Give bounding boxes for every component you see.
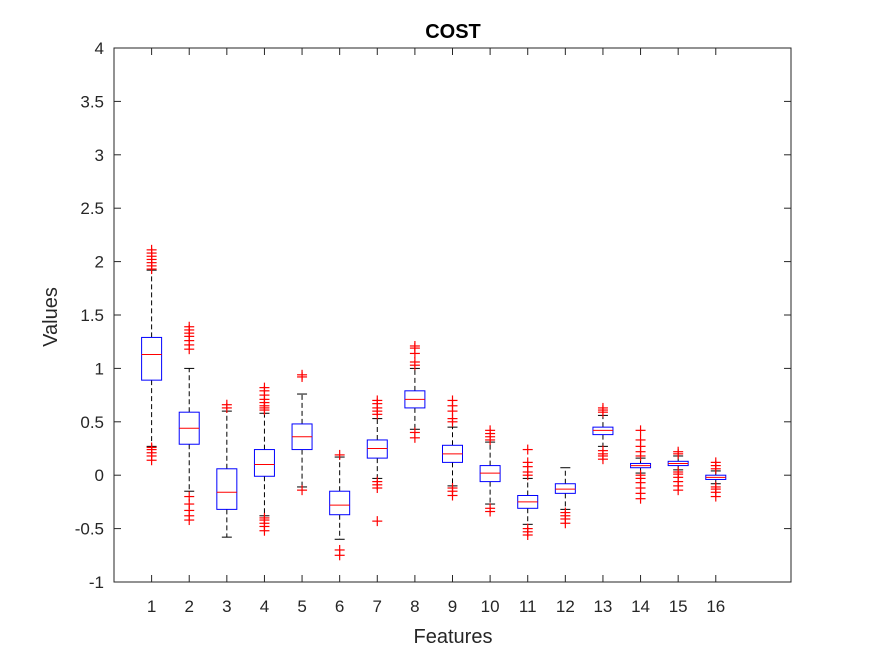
y-tick-label: 0 — [95, 466, 104, 485]
x-tick-label: 16 — [706, 597, 725, 616]
outlier-marker — [184, 321, 195, 332]
box-iqr — [216, 468, 238, 510]
outlier-marker — [221, 399, 232, 410]
outlier-marker — [447, 395, 458, 406]
outlier-marker — [334, 449, 345, 460]
box-5: 5 — [291, 48, 313, 616]
box-3: 3 — [216, 48, 238, 616]
outlier-marker — [597, 402, 608, 413]
x-tick-label: 4 — [260, 597, 269, 616]
outlier-marker — [635, 425, 646, 436]
outlier-marker — [297, 485, 308, 496]
box-9: 9 — [442, 48, 463, 616]
outlier-marker — [409, 356, 420, 367]
axes-frame — [113, 47, 792, 583]
chart-title: COST — [425, 21, 481, 43]
outlier-marker — [447, 483, 458, 494]
y-axis-title: Values — [40, 287, 62, 347]
box-13: 13 — [592, 48, 614, 616]
outlier-marker — [560, 507, 571, 518]
y-tick-label: -0.5 — [75, 520, 104, 539]
y-tick-label: 1.5 — [80, 306, 104, 325]
box-2: 2 — [178, 48, 200, 616]
outlier-marker — [334, 544, 345, 555]
x-tick-label: 2 — [184, 597, 193, 616]
outlier-marker — [184, 491, 195, 502]
box-6: 6 — [329, 48, 351, 616]
x-tick-label: 9 — [448, 597, 457, 616]
x-tick-label: 15 — [669, 597, 688, 616]
y-tick-label: 3 — [95, 146, 104, 165]
box-4: 4 — [253, 48, 275, 616]
box-iqr — [554, 483, 576, 494]
x-tick-label: 1 — [147, 597, 156, 616]
outlier-marker — [372, 476, 383, 487]
outlier-marker — [673, 446, 684, 457]
outlier-marker — [372, 516, 383, 527]
outlier-marker — [522, 457, 533, 468]
outlier-marker — [673, 466, 684, 477]
x-tick-label: 12 — [556, 597, 575, 616]
box-iqr — [479, 465, 501, 483]
outlier-marker — [146, 442, 157, 453]
y-tick-label: 3.5 — [80, 92, 104, 111]
box-16: 16 — [705, 48, 727, 616]
outlier-marker — [146, 244, 157, 255]
outlier-marker — [372, 395, 383, 406]
y-tick-label: 1 — [95, 359, 104, 378]
outlier-marker — [635, 434, 646, 445]
box-iqr — [329, 490, 351, 516]
box-11: 11 — [517, 48, 539, 616]
y-tick-label: 4 — [95, 39, 104, 58]
x-tick-label: 6 — [335, 597, 344, 616]
y-tick-label: 2 — [95, 253, 104, 272]
box-14: 14 — [630, 48, 652, 616]
outlier-marker — [522, 523, 533, 534]
outlier-marker — [485, 425, 496, 436]
x-tick-label: 7 — [373, 597, 382, 616]
outlier-marker — [710, 457, 721, 468]
outlier-marker — [522, 444, 533, 455]
box-7: 7 — [366, 48, 388, 616]
box-8: 8 — [404, 48, 426, 616]
outlier-marker — [259, 512, 270, 523]
outlier-marker — [710, 481, 721, 492]
x-tick-label: 5 — [297, 597, 306, 616]
x-tick-label: 13 — [593, 597, 612, 616]
x-tick-label: 3 — [222, 597, 231, 616]
box-12: 12 — [554, 48, 576, 616]
outlier-marker — [409, 427, 420, 438]
box-15: 15 — [667, 48, 689, 616]
box-10: 10 — [479, 48, 501, 616]
outlier-marker — [409, 340, 420, 351]
outlier-marker — [259, 382, 270, 393]
y-tick-label: 0.5 — [80, 413, 104, 432]
x-axis-title: Features — [414, 626, 493, 648]
x-tick-label: 11 — [519, 597, 537, 616]
outlier-marker — [635, 470, 646, 481]
x-tick-label: 8 — [410, 597, 419, 616]
y-tick-label: -1 — [89, 573, 104, 592]
box-iqr — [253, 449, 275, 477]
y-tick-label: 2.5 — [80, 199, 104, 218]
outlier-marker — [297, 369, 308, 380]
outlier-marker — [485, 503, 496, 514]
plot-area: -1-0.500.511.522.533.541 2 3 4 5 6 7 8 9 10 11 12 13… — [75, 39, 792, 616]
outlier-marker — [597, 445, 608, 456]
box-iqr — [592, 426, 614, 436]
box-iqr — [141, 336, 163, 381]
box-1: 1 — [141, 48, 163, 616]
x-tick-label: 10 — [481, 597, 500, 616]
x-tick-label: 14 — [631, 597, 650, 616]
box-iqr — [366, 439, 388, 459]
